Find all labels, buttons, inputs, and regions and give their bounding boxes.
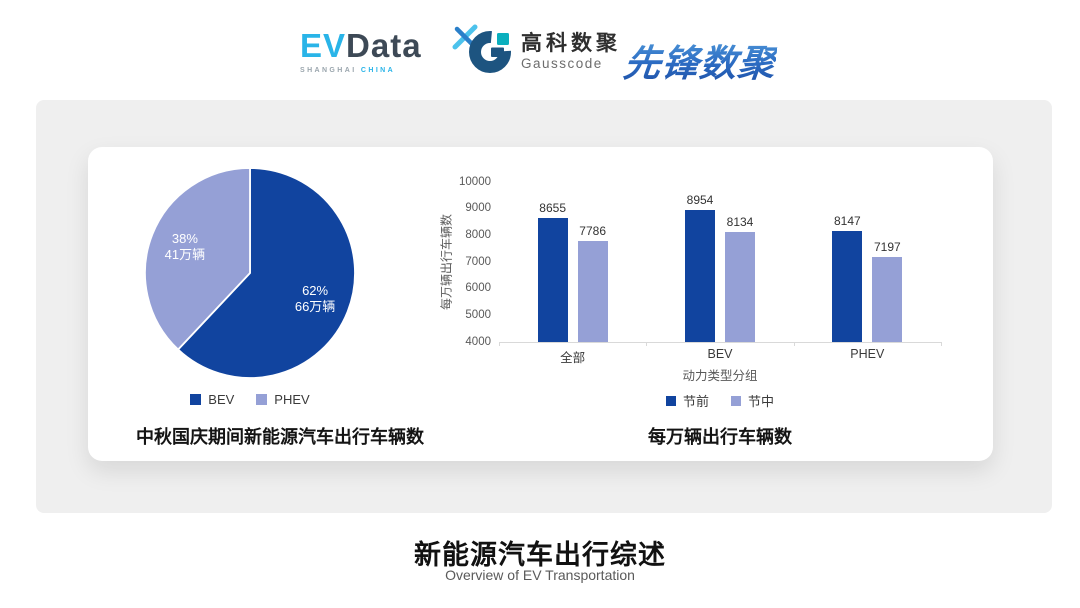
legend-swatch-icon xyxy=(665,395,676,406)
bar-节中-全部 xyxy=(577,241,608,342)
bar-节中-PHEV xyxy=(872,256,903,342)
pie-slice-PHEV xyxy=(144,167,251,351)
bar-y-tick-8000: 8000 xyxy=(465,228,491,241)
evdata-tagline-right: CHINA xyxy=(360,67,396,74)
legend-label: 节中 xyxy=(748,394,775,409)
bar-y-tick-7000: 7000 xyxy=(465,255,491,268)
legend-label: 节前 xyxy=(682,394,709,409)
bar-y-tick-4000: 4000 xyxy=(465,335,491,348)
legend-swatch-icon xyxy=(190,394,202,405)
bar-value-节中-PHEV: 7197 xyxy=(873,239,901,254)
legend-label: BEV xyxy=(208,392,235,407)
bar-y-tick-10000: 10000 xyxy=(459,175,491,188)
evdata-logo: EVData SHANGHAI CHINA xyxy=(300,24,480,74)
pie-legend: BEV PHEV xyxy=(142,392,358,407)
bar-节前-BEV xyxy=(685,209,715,342)
bar-y-tick-5000: 5000 xyxy=(465,308,491,321)
gausscode-g-icon xyxy=(469,31,511,73)
legend-label: PHEV xyxy=(274,392,310,407)
bar-legend: 节前 节中 xyxy=(472,391,968,410)
bar-value-节前-PHEV: 8147 xyxy=(833,214,861,229)
gausscode-text: 高科数聚 Gausscode xyxy=(521,32,621,72)
gausscode-cn-text: 高科数聚 xyxy=(521,32,621,55)
bar-y-tick-9000: 9000 xyxy=(465,202,491,215)
evdata-wordmark: EVData xyxy=(300,24,480,64)
bar-x-axis-label: 动力类型分组 xyxy=(682,369,758,383)
pie-slice-BEV xyxy=(177,167,356,379)
pie-svg xyxy=(144,167,356,379)
bar-axis-tick xyxy=(793,342,795,346)
pie-chart xyxy=(142,165,358,381)
header-logos: EVData SHANGHAI CHINA 高科数聚 Gausscode 先锋数… xyxy=(0,0,1080,100)
pie-legend-item-BEV: BEV xyxy=(190,392,234,407)
evdata-tagline-left: SHANGHAI xyxy=(300,67,357,74)
bar-节前-PHEV xyxy=(832,231,863,342)
page-title: 新能源汽车出行综述 xyxy=(414,540,666,570)
bar-axis-tick xyxy=(941,342,942,346)
charts-card: BEV PHEV 中秋国庆期间新能源汽车出行车辆数 每万辆出行车辆数 动力类型分组… xyxy=(88,147,993,461)
bar-value-节前-BEV: 8954 xyxy=(686,192,714,207)
bar-category-PHEV: PHEV xyxy=(850,347,885,361)
bar-chart-title: 每万辆出行车辆数 xyxy=(648,427,792,447)
gausscode-en-text: Gausscode xyxy=(521,56,603,71)
legend-swatch-icon xyxy=(731,395,741,406)
pioneer-logo: 先锋数聚 xyxy=(621,33,779,87)
legend-swatch-icon xyxy=(256,394,268,405)
evdata-data-text: Data xyxy=(346,27,422,64)
bar-legend-item-节中: 节中 xyxy=(731,391,774,410)
gausscode-logo: 高科数聚 Gausscode xyxy=(468,30,621,74)
bar-value-节前-全部: 8655 xyxy=(539,200,566,215)
content-panel: BEV PHEV 中秋国庆期间新能源汽车出行车辆数 每万辆出行车辆数 动力类型分组… xyxy=(36,100,1052,513)
bar-y-tick-6000: 6000 xyxy=(465,282,491,295)
bar-value-节中-BEV: 8134 xyxy=(726,214,754,229)
page-subtitle: Overview of EV Transportation xyxy=(445,567,635,583)
bar-category-全部: 全部 xyxy=(560,351,586,365)
bar-节中-BEV xyxy=(725,231,755,342)
evdata-ev-text: EV xyxy=(300,27,347,64)
evdata-tagline: SHANGHAI CHINA xyxy=(300,67,480,74)
bar-axis-tick xyxy=(499,342,500,346)
bar-category-BEV: BEV xyxy=(707,347,733,361)
x-spark-icon xyxy=(452,24,478,50)
bar-axis-tick xyxy=(646,342,648,346)
bar-x-axis-line xyxy=(499,342,941,343)
bar-节前-全部 xyxy=(537,217,568,342)
pie-legend-item-PHEV: PHEV xyxy=(256,392,310,407)
bar-legend-item-节前: 节前 xyxy=(665,391,709,410)
pie-chart-title: 中秋国庆期间新能源汽车出行车辆数 xyxy=(136,427,424,447)
bar-value-节中-全部: 7786 xyxy=(579,224,606,239)
